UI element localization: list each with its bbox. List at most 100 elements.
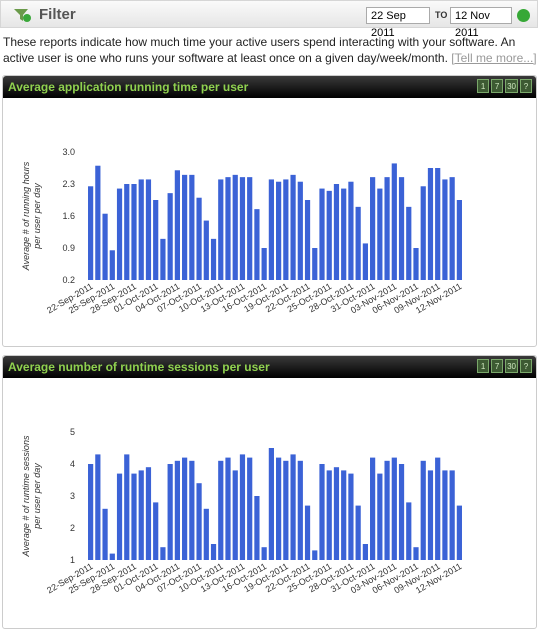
bar [283, 179, 289, 280]
bar [124, 454, 130, 560]
y-axis-label-line: Average # of runtime sessions [21, 435, 31, 557]
y-tick-label: 2 [70, 523, 75, 533]
bar [174, 170, 180, 280]
bar [167, 464, 173, 560]
panel-header: Average number of runtime sessions per u… [3, 356, 536, 378]
bar [290, 454, 296, 560]
description: These reports indicate how much time you… [3, 34, 537, 66]
bar [95, 454, 101, 560]
range-button[interactable]: ? [520, 79, 532, 93]
bar [182, 457, 188, 560]
bar [196, 197, 202, 280]
y-axis-label-line: Average # of running hours [21, 161, 31, 271]
bar [102, 213, 108, 280]
bar [138, 470, 144, 560]
range-button[interactable]: 1 [477, 79, 490, 93]
bar [261, 248, 267, 280]
panel-header: Average application running time per use… [3, 76, 536, 98]
bar [203, 508, 209, 560]
bar [377, 473, 383, 560]
y-axis-label-line: per user per day [32, 463, 42, 530]
range-buttons: 1 7 30? [477, 359, 532, 373]
bar [341, 188, 347, 280]
bar [88, 186, 94, 280]
y-tick-label: 4 [70, 459, 75, 469]
bar [189, 460, 195, 560]
bar [276, 181, 282, 280]
filter-icon [14, 9, 31, 22]
bar [391, 163, 397, 280]
bar [268, 448, 274, 560]
bar [145, 179, 152, 280]
bar [391, 457, 397, 560]
bar [420, 460, 426, 560]
bar [362, 243, 368, 280]
range-button[interactable]: 30 [505, 79, 518, 93]
bar [398, 464, 405, 560]
y-axis-label: Average # of running hoursper user per d… [21, 161, 42, 271]
bar [290, 174, 296, 280]
bar [247, 457, 253, 560]
bar [319, 188, 325, 280]
range-button[interactable]: 7 [491, 359, 504, 373]
bar [384, 177, 390, 280]
y-tick-label: 3.0 [62, 147, 75, 157]
bar [304, 200, 311, 280]
bar [210, 238, 217, 280]
chart: 1 2 3 4 5 Average # of runtime sessionsper us… [21, 427, 463, 595]
bar [145, 467, 152, 560]
range-button[interactable]: 30 [505, 359, 518, 373]
bar [348, 181, 354, 280]
y-tick-label: 1 [70, 555, 75, 565]
y-tick-label: 1.6 [62, 211, 75, 221]
bar [348, 473, 354, 560]
y-tick-label: 2.3 [62, 179, 75, 189]
range-button[interactable]: ? [520, 359, 532, 373]
bar [319, 464, 325, 560]
bar [398, 177, 405, 280]
bar [297, 460, 303, 560]
bar [413, 547, 419, 560]
bar [124, 184, 130, 280]
bar [442, 470, 448, 560]
bar [370, 177, 376, 280]
y-axis-label-line: per user per day [32, 183, 42, 250]
bar [261, 547, 267, 560]
chart-panel: Average number of runtime sessions per u… [2, 355, 537, 629]
go-button[interactable] [517, 9, 530, 22]
chart: 0.2 0.9 1.6 2.3 3.0 Average # of running hour… [21, 147, 463, 315]
bar [203, 220, 209, 280]
bar [247, 177, 253, 280]
bar [333, 467, 340, 560]
bar [362, 544, 368, 560]
y-tick-label: 0.9 [62, 243, 75, 253]
bar [355, 505, 361, 560]
bar [435, 168, 441, 280]
bar [449, 470, 455, 560]
bar [377, 188, 383, 280]
bar [297, 181, 303, 280]
bar [254, 209, 260, 280]
range-button[interactable]: 7 [491, 79, 504, 93]
bar [442, 179, 448, 280]
bar [182, 174, 188, 280]
bar [341, 470, 347, 560]
bar [225, 177, 231, 280]
range-buttons: 1 7 30? [477, 79, 532, 93]
tell-me-more-link[interactable]: [Tell me more...] [451, 51, 537, 65]
chart-title: Average application running time per use… [8, 80, 249, 94]
bar [153, 200, 159, 280]
bar [174, 460, 180, 560]
bar [384, 460, 390, 560]
bar [355, 206, 361, 280]
to-date[interactable]: 12 Nov 2011 [450, 7, 512, 39]
from-date[interactable]: 22 Sep 2011 [366, 7, 430, 39]
bar [326, 470, 332, 560]
bar [160, 238, 166, 280]
description-text: These reports indicate how much time you… [3, 35, 516, 65]
bar [88, 464, 94, 560]
range-button[interactable]: 1 [477, 359, 490, 373]
bar [420, 186, 426, 280]
bar [370, 457, 376, 560]
